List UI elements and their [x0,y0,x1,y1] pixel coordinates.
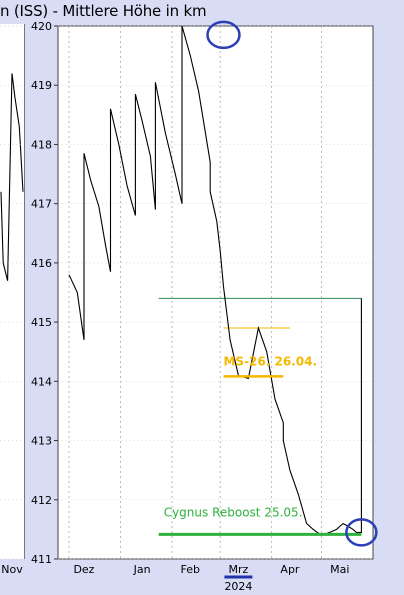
x-tick-label: Nov [1,563,23,576]
x-year-label: 2024 [224,580,252,593]
grid [58,25,373,560]
x-tick-label: Jan [133,563,151,576]
y-tick-label: 415 [31,316,52,329]
plot-area [57,25,374,560]
y-tick-label: 419 [31,79,52,92]
y-tick-label: 417 [31,198,52,211]
reference-lines [158,297,362,329]
highlight-circle-peak [206,20,241,50]
x-tick-label: Apr [280,563,300,576]
y-tick-label: 420 [31,20,52,33]
y-tick-label: 413 [31,435,52,448]
y-tick-label: 414 [31,375,52,388]
annotations: MS-26. 26.04. Cygnus Reboost 25.05. [158,354,362,536]
x-tick-label: Dez [73,563,94,576]
annotation-ms26: MS-26. 26.04. [223,354,317,368]
previous-chart-panel [0,24,25,559]
x-tick-label: Mai [330,563,349,576]
y-tick-label: 416 [31,257,52,270]
x-tick-label: Mrz [229,563,249,576]
x-tick-label: Feb [181,563,200,576]
previous-chart-layer [0,25,24,560]
highlight-circle-low [345,518,378,547]
previous-chart-line [0,73,24,281]
y-tick-label: 411 [31,553,52,566]
axes: 420 419 418 417 416 415 414 413 412 411 Nov Dez Jan F… [1,20,349,593]
y-tick-label: 412 [31,494,52,507]
y-tick-label: 418 [31,138,52,151]
annotation-cygnus: Cygnus Reboost 25.05. [164,505,303,519]
highlight-circles [206,20,378,547]
chart-title: n (ISS) - Mittlere Höhe in km [0,2,207,20]
